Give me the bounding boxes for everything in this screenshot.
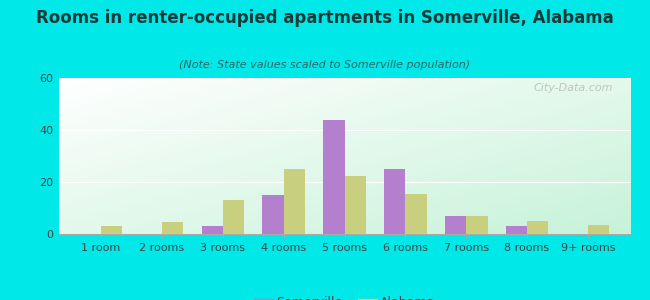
Text: Rooms in renter-occupied apartments in Somerville, Alabama: Rooms in renter-occupied apartments in S… xyxy=(36,9,614,27)
Bar xyxy=(323,120,345,234)
Bar xyxy=(101,226,122,234)
Bar xyxy=(162,222,183,234)
Bar xyxy=(445,216,466,234)
Bar xyxy=(344,176,366,234)
Bar xyxy=(406,194,426,234)
Bar xyxy=(588,225,609,234)
Bar xyxy=(466,216,488,234)
Bar xyxy=(263,195,283,234)
Legend: Somerville, Alabama: Somerville, Alabama xyxy=(249,290,440,300)
Bar xyxy=(384,169,406,234)
Text: City-Data.com: City-Data.com xyxy=(534,83,614,93)
Text: (Note: State values scaled to Somerville population): (Note: State values scaled to Somerville… xyxy=(179,60,471,70)
Bar xyxy=(506,226,527,234)
Bar xyxy=(202,226,223,234)
Bar xyxy=(223,200,244,234)
Bar xyxy=(527,221,549,234)
Bar xyxy=(283,169,305,234)
